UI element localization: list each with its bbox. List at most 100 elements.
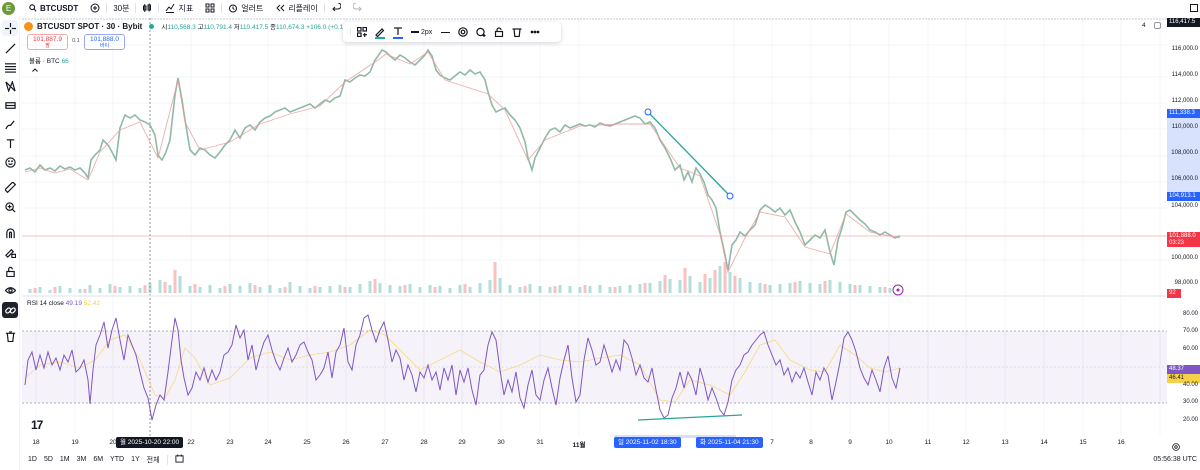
undo-icon: [332, 3, 341, 12]
go-to-date-button[interactable]: [175, 454, 184, 465]
rewind-icon: [276, 4, 285, 12]
line-width-button[interactable]: 2px: [407, 29, 436, 36]
crosshair-tool[interactable]: [2, 20, 18, 36]
delete-button[interactable]: [508, 23, 526, 41]
chart-title[interactable]: BTCUSDT SPOT · 30 · Bybit: [37, 21, 143, 31]
collapse-legend-button[interactable]: [29, 65, 41, 75]
sell-button[interactable]: 101,887.9 팜: [27, 34, 68, 50]
line-style-button[interactable]: [436, 23, 454, 41]
user-avatar[interactable]: E: [2, 1, 15, 15]
remove-drawings-tool[interactable]: [2, 328, 18, 344]
range-3m-button[interactable]: 3M: [76, 456, 87, 463]
time-tick: 10: [885, 439, 893, 446]
text-color-swatch: [393, 37, 403, 39]
fib-tool[interactable]: [2, 59, 18, 75]
magnet-icon: [5, 227, 15, 238]
time-tick: 27: [381, 439, 389, 446]
redo-button[interactable]: [347, 0, 369, 16]
indicators-button[interactable]: 지표: [159, 0, 199, 16]
line-width-label: 2px: [421, 28, 433, 36]
ruler-icon: [4, 181, 16, 193]
smiley-icon: [4, 156, 16, 168]
range-1y-button[interactable]: 1Y: [131, 456, 140, 463]
zoom-in-icon: [4, 201, 16, 213]
buy-button[interactable]: 101,888.0 바이: [84, 34, 125, 50]
rsi-line: [24, 314, 901, 421]
price-axis[interactable]: 116,417.5 116,000.0 114,000.0 112,000.0 …: [1167, 18, 1200, 438]
volume-legend-label: 볼륨 · BTC: [29, 58, 60, 65]
trend-line-tool[interactable]: [2, 40, 18, 56]
template-button[interactable]: [353, 23, 371, 41]
alert-label: 얼러트: [241, 3, 264, 13]
text-tool[interactable]: [2, 135, 18, 151]
lock-drawings-tool[interactable]: [2, 263, 18, 279]
lock-button[interactable]: [490, 23, 508, 41]
time-axis[interactable]: 18 19 20 22 23 24 25 26 27 28 29 30 31 1…: [22, 437, 1167, 449]
range-all-button[interactable]: 전체: [146, 456, 160, 464]
time-tick: 19: [71, 439, 79, 446]
stay-drawing-tool[interactable]: [2, 244, 18, 260]
pencil-lock-icon: [4, 248, 16, 258]
rsi-ma-legend-value: 52.42: [83, 300, 101, 307]
unlock-icon: [5, 266, 15, 277]
utc-clock[interactable]: 05:56:38 UTC: [1153, 456, 1197, 463]
drag-handle[interactable]: ⋮: [347, 29, 354, 36]
indicators-icon: [166, 3, 175, 13]
trend-line-icon: [4, 42, 16, 54]
range-6m-button[interactable]: 6M: [93, 456, 104, 463]
fullscreen-button[interactable]: [1184, 0, 1200, 16]
zoom-in-tool[interactable]: [2, 199, 18, 215]
settings-button[interactable]: [454, 23, 472, 41]
interval-label: 30분: [113, 3, 130, 13]
range-5d-button[interactable]: 5D: [43, 456, 53, 463]
rsi-divergence-line[interactable]: [637, 414, 743, 421]
chevron-up-icon: [32, 68, 38, 72]
range-1d-button[interactable]: 1D: [28, 456, 37, 463]
auto-scale-icon[interactable]: [1154, 22, 1161, 29]
event-marker-icon[interactable]: [892, 284, 904, 296]
rsi-tick: 20.00: [1182, 417, 1198, 423]
range-1m-button[interactable]: 1M: [59, 456, 70, 463]
undo-button[interactable]: [325, 0, 347, 16]
magnet-tool[interactable]: [2, 225, 18, 241]
alert-button[interactable]: 얼러트: [222, 0, 269, 16]
rsi-tick: 60.00: [1182, 346, 1198, 352]
more-button[interactable]: [526, 23, 544, 41]
top-toolbar: E BTCUSDT 30분 지표 얼러트 리플레이: [0, 0, 1200, 16]
interval-button[interactable]: 30분: [107, 0, 135, 16]
symbol-search-button[interactable]: BTCUSDT: [23, 0, 84, 16]
replay-button[interactable]: 리플레이: [269, 0, 323, 16]
chart-type-button[interactable]: [136, 0, 158, 16]
templates-button[interactable]: [199, 0, 221, 16]
price-tick: 98,000.0: [1174, 280, 1198, 286]
price-chart-canvas[interactable]: [22, 18, 1167, 438]
brush-tool[interactable]: [2, 116, 18, 132]
text-color-button[interactable]: [389, 23, 407, 41]
line-color-button[interactable]: [371, 23, 389, 41]
time-tick: 18: [32, 439, 40, 446]
hide-drawings-tool[interactable]: [2, 282, 18, 298]
lock-icon: [495, 27, 504, 37]
buy-price: 101,888.0: [90, 36, 119, 43]
pattern-tool[interactable]: [2, 78, 18, 94]
rsi-legend-name[interactable]: RSI 14 close: [27, 300, 64, 307]
tradingview-logo[interactable]: 17: [31, 418, 43, 432]
measure-tool[interactable]: [2, 179, 18, 195]
time-axis-settings-button[interactable]: [1172, 438, 1180, 456]
line-start-price-tag: 111,338.3: [1167, 109, 1200, 118]
sync-drawings-tool[interactable]: [2, 302, 18, 318]
emoji-tool[interactable]: [2, 154, 18, 170]
compare-symbol-button[interactable]: [84, 0, 106, 16]
brush-icon: [4, 119, 15, 129]
range-ytd-button[interactable]: YTD: [110, 456, 125, 463]
trend-line-drawing[interactable]: [644, 108, 734, 200]
rsi-tick: 80.00: [1182, 311, 1198, 317]
plus-circle-icon: [90, 3, 100, 13]
divider: [158, 3, 160, 13]
add-alert-button[interactable]: [472, 23, 490, 41]
replay-label: 리플레이: [288, 3, 318, 13]
price-candles: [24, 48, 901, 274]
forecast-tool[interactable]: [2, 97, 18, 113]
line-color-swatch: [375, 37, 385, 39]
grid-icon: [205, 3, 215, 13]
